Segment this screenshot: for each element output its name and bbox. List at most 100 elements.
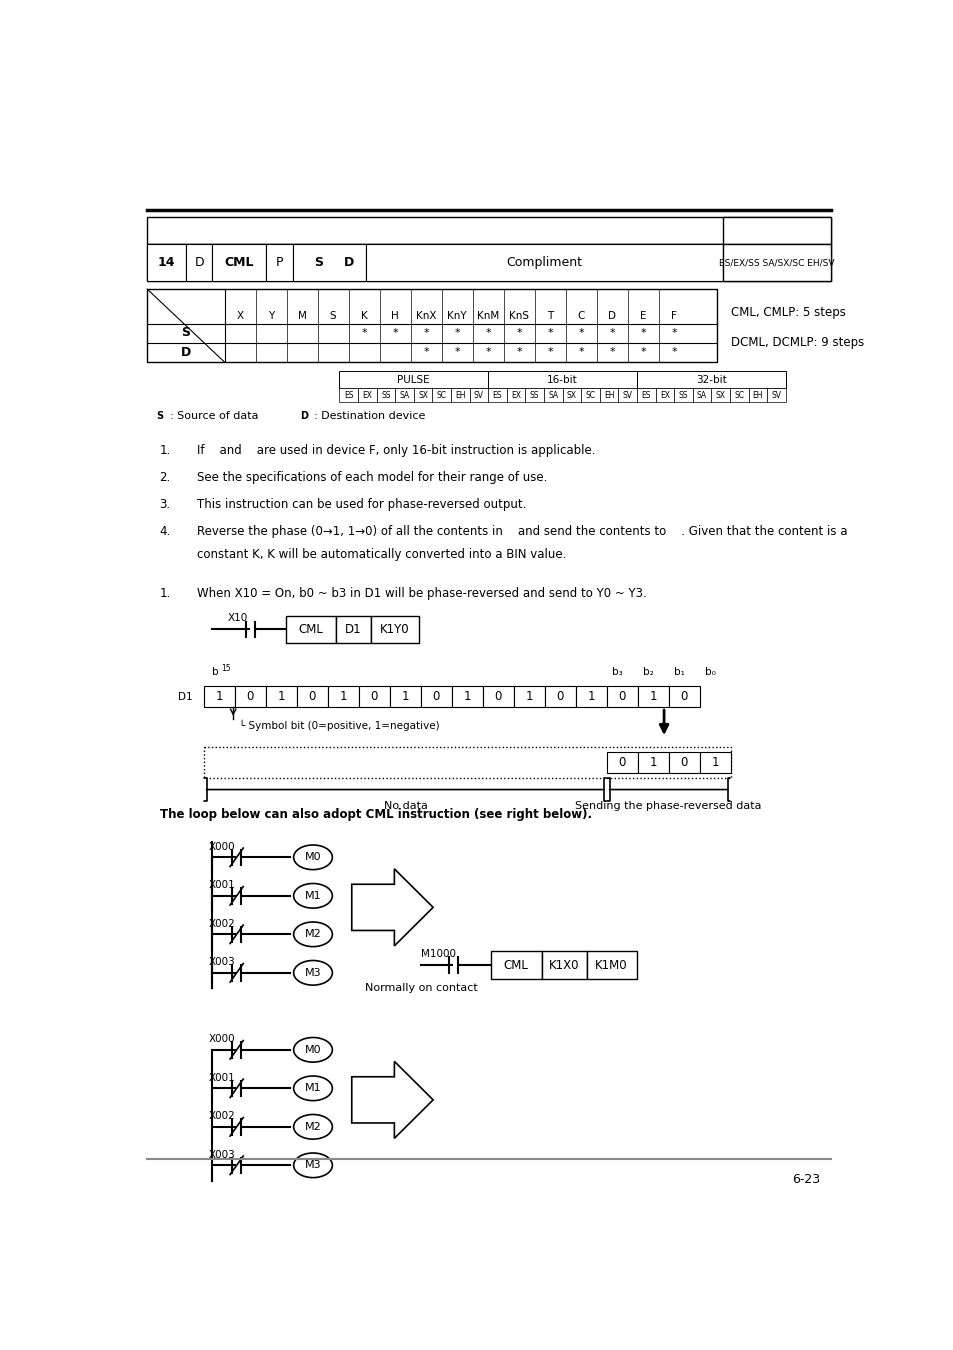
Text: M3: M3 — [304, 968, 321, 977]
Text: K1X0: K1X0 — [548, 958, 578, 972]
Text: 1: 1 — [711, 756, 719, 770]
Text: M1: M1 — [304, 1083, 321, 1094]
Text: 32-bit: 32-bit — [696, 375, 726, 385]
Text: E: E — [639, 310, 646, 321]
Text: CML, CMLP: 5 steps: CML, CMLP: 5 steps — [731, 305, 845, 319]
Bar — [658, 343, 689, 362]
Text: *: * — [547, 347, 553, 358]
Text: D1: D1 — [178, 693, 193, 702]
Bar — [618, 389, 637, 402]
Bar — [627, 324, 658, 343]
Bar — [575, 686, 606, 707]
Bar — [699, 752, 730, 774]
Text: ES: ES — [492, 390, 501, 400]
Text: *: * — [392, 328, 397, 338]
Text: When X10 = On, b0 ~ b3 in D1 will be phase-reversed and send to Y0 ~ Y3.: When X10 = On, b0 ~ b3 in D1 will be pha… — [196, 587, 646, 599]
Text: 16-bit: 16-bit — [547, 375, 578, 385]
Bar — [544, 686, 575, 707]
Bar — [562, 389, 580, 402]
Text: 0: 0 — [679, 690, 687, 703]
Text: 1: 1 — [463, 690, 471, 703]
Text: *: * — [609, 347, 615, 358]
Text: *: * — [423, 347, 429, 358]
Text: SS: SS — [380, 390, 390, 400]
Text: ES: ES — [343, 390, 353, 400]
Bar — [692, 389, 711, 402]
Bar — [637, 686, 668, 707]
Text: SV: SV — [474, 390, 483, 400]
Bar — [766, 389, 785, 402]
Text: *: * — [454, 347, 459, 358]
Bar — [606, 752, 637, 774]
Text: 0: 0 — [370, 690, 377, 703]
Text: S: S — [330, 310, 336, 321]
Bar — [580, 389, 599, 402]
Bar — [234, 686, 266, 707]
Bar — [565, 324, 596, 343]
Text: SC: SC — [734, 390, 743, 400]
Bar — [371, 616, 418, 643]
Text: ES/EX/SS SA/SX/SC EH/SV: ES/EX/SS SA/SX/SC EH/SV — [719, 258, 834, 267]
Bar — [414, 389, 432, 402]
Text: S: S — [314, 256, 322, 270]
Bar — [596, 324, 627, 343]
Text: 15: 15 — [220, 664, 231, 674]
Text: EX: EX — [511, 390, 520, 400]
Bar — [147, 289, 716, 362]
Text: Y: Y — [268, 310, 274, 321]
Text: M: M — [297, 310, 306, 321]
Bar — [339, 371, 488, 389]
Bar — [348, 324, 379, 343]
Text: K1Y0: K1Y0 — [380, 622, 410, 636]
Text: *: * — [547, 328, 553, 338]
Text: The loop below can also adopt CML instruction (see right below).: The loop below can also adopt CML instru… — [159, 809, 591, 821]
Bar — [147, 217, 830, 244]
Bar — [410, 343, 441, 362]
Text: D: D — [344, 256, 355, 270]
Bar — [586, 952, 637, 979]
Bar — [482, 686, 513, 707]
Bar — [441, 343, 472, 362]
Text: F: F — [671, 310, 677, 321]
Text: *: * — [671, 328, 677, 338]
Text: b₀: b₀ — [704, 667, 716, 676]
Bar — [410, 324, 441, 343]
Text: D: D — [194, 256, 204, 270]
Text: K: K — [360, 310, 367, 321]
Text: SX: SX — [715, 390, 725, 400]
Text: D: D — [299, 412, 308, 421]
Bar — [357, 389, 376, 402]
Text: EH: EH — [752, 390, 762, 400]
Bar — [606, 686, 637, 707]
Bar — [266, 244, 293, 281]
Bar — [204, 686, 234, 707]
Text: X001: X001 — [208, 880, 234, 890]
Bar — [565, 343, 596, 362]
Bar — [395, 389, 414, 402]
Text: D: D — [607, 310, 616, 321]
Text: 1: 1 — [649, 690, 657, 703]
Bar — [420, 686, 452, 707]
Bar — [534, 343, 565, 362]
Text: X: X — [236, 310, 243, 321]
Bar — [525, 389, 543, 402]
Text: M1: M1 — [304, 891, 321, 900]
Text: M2: M2 — [304, 1122, 321, 1131]
Text: Sending the phase-reversed data: Sending the phase-reversed data — [575, 802, 761, 811]
Text: *: * — [516, 328, 521, 338]
Text: *: * — [454, 328, 459, 338]
Bar — [668, 752, 699, 774]
Text: X003: X003 — [208, 957, 234, 967]
Text: : Source of data: : Source of data — [170, 412, 258, 421]
Bar — [711, 389, 729, 402]
Text: C: C — [577, 310, 584, 321]
Text: CML: CML — [298, 622, 323, 636]
Text: SV: SV — [622, 390, 632, 400]
Text: 1: 1 — [649, 756, 657, 770]
Text: 1: 1 — [401, 690, 409, 703]
Bar — [596, 343, 627, 362]
Text: CML: CML — [503, 958, 528, 972]
Bar — [506, 389, 525, 402]
Text: M3: M3 — [304, 1160, 321, 1170]
Text: X003: X003 — [208, 1150, 234, 1160]
